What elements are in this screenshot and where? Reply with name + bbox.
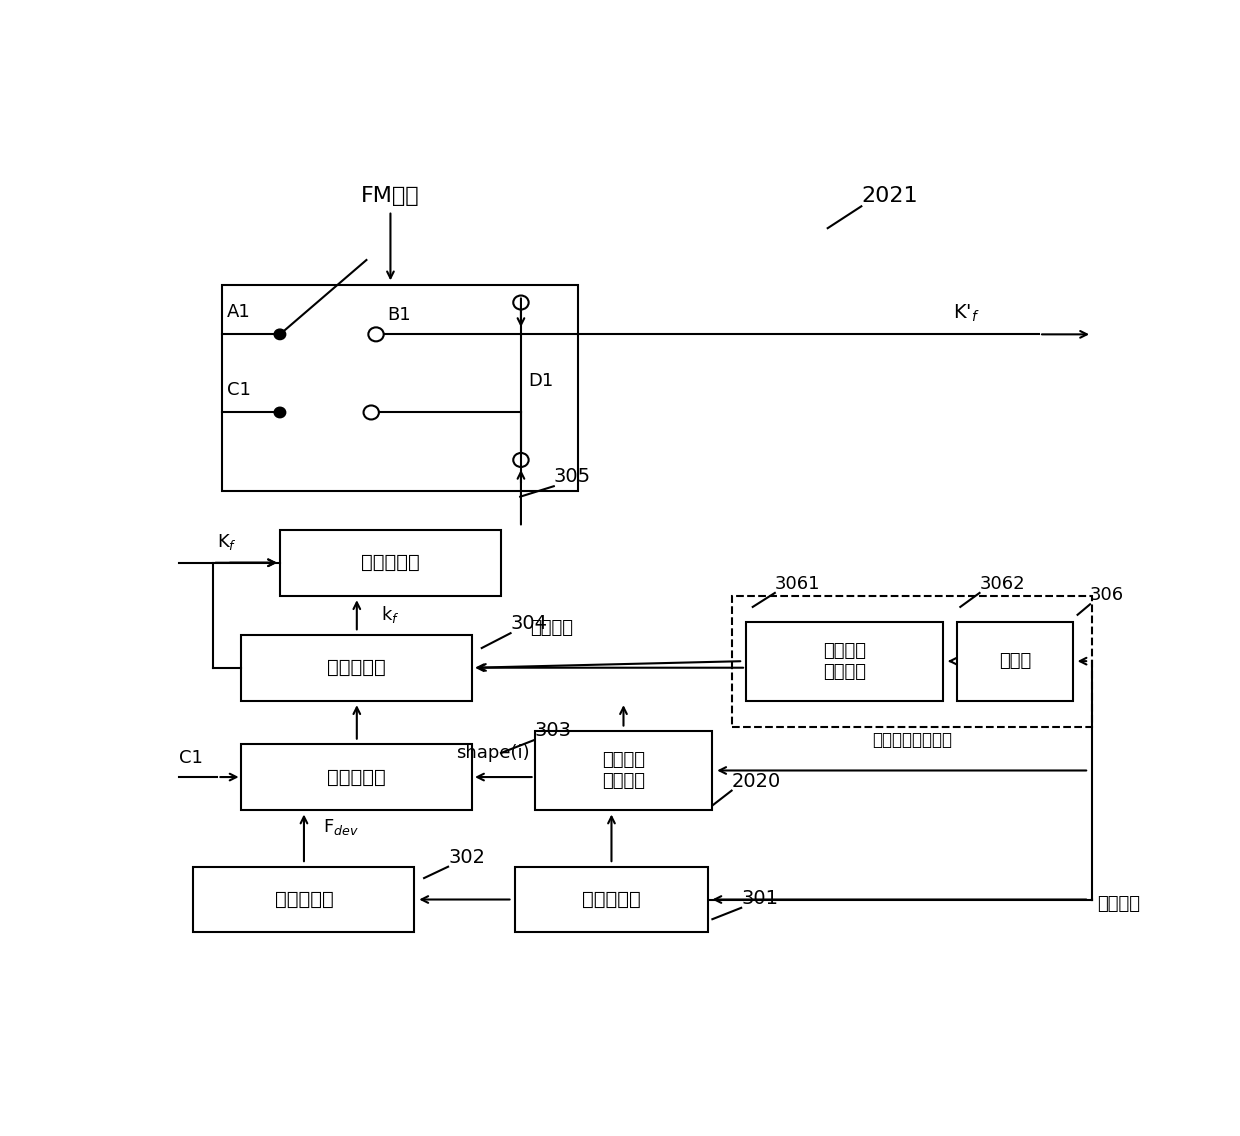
Bar	[242, 744, 472, 810]
Text: 调制频率
队列模块: 调制频率 队列模块	[823, 642, 866, 680]
Bar	[746, 621, 942, 701]
Text: 3061: 3061	[775, 575, 821, 593]
Text: C1: C1	[227, 382, 250, 400]
Bar	[280, 529, 501, 595]
Text: 第一计时器: 第一计时器	[582, 889, 641, 909]
Text: 时间间隔: 时间间隔	[1096, 895, 1140, 913]
Text: K$_f$: K$_f$	[217, 533, 237, 552]
Text: 频偏存储器: 频偏存储器	[274, 889, 334, 909]
Text: 第一乘法器: 第一乘法器	[327, 768, 386, 786]
Bar	[534, 732, 713, 810]
Text: C1: C1	[179, 749, 203, 767]
Text: 303: 303	[534, 721, 572, 740]
Text: 305: 305	[554, 467, 591, 486]
Text: 调制频率: 调制频率	[529, 619, 573, 636]
Bar	[193, 867, 414, 933]
Text: 2021: 2021	[862, 186, 918, 207]
Text: 第一累加器: 第一累加器	[327, 658, 386, 677]
Text: 调制波表
存储单元: 调制波表 存储单元	[601, 751, 645, 790]
Text: D1: D1	[528, 373, 554, 391]
Bar	[242, 635, 472, 701]
Text: 302: 302	[448, 847, 485, 867]
Text: FM使能: FM使能	[361, 186, 420, 207]
Text: 计数器: 计数器	[999, 652, 1032, 670]
Text: 调制频率控制模块: 调制频率控制模块	[872, 732, 952, 749]
Text: K$'_f$: K$'_f$	[952, 302, 980, 324]
Text: F$_{dev}$: F$_{dev}$	[324, 817, 360, 837]
Text: shape(i): shape(i)	[456, 744, 529, 762]
Text: 304: 304	[511, 615, 548, 633]
Circle shape	[274, 407, 285, 418]
Text: 第一加法器: 第一加法器	[361, 553, 420, 573]
Text: 301: 301	[742, 888, 779, 908]
Bar	[732, 595, 1092, 727]
Bar	[957, 621, 1073, 701]
Text: 2020: 2020	[732, 771, 781, 791]
Circle shape	[274, 329, 285, 340]
Bar	[222, 285, 578, 491]
Text: 3062: 3062	[980, 575, 1025, 593]
Text: B1: B1	[388, 306, 412, 324]
Text: k$_f$: k$_f$	[381, 604, 399, 625]
Bar	[516, 867, 708, 933]
Text: 306: 306	[1090, 586, 1125, 604]
Text: A1: A1	[227, 303, 250, 321]
